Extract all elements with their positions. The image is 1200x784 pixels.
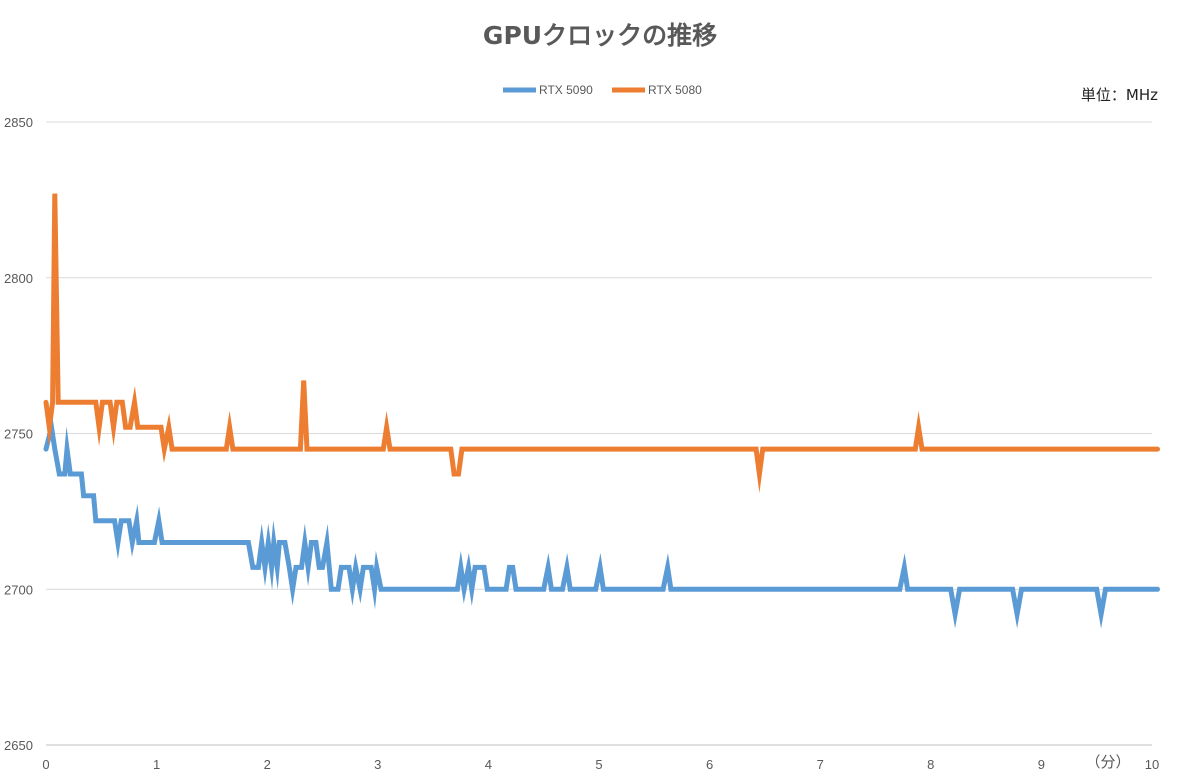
x-tick-label: 1 xyxy=(153,757,160,772)
chart-title: GPUクロックの推移 xyxy=(483,21,717,50)
series-lines xyxy=(43,193,1160,629)
x-tick-label: 9 xyxy=(1038,757,1045,772)
series-line-1 xyxy=(43,193,1160,494)
gridlines xyxy=(46,121,1152,746)
x-tick-label: 6 xyxy=(706,757,713,772)
legend-label-0: RTX 5090 xyxy=(539,83,593,97)
y-tick-label: 2700 xyxy=(4,582,33,597)
x-tick-label: 0 xyxy=(42,757,49,772)
unit-label: 単位：MHz xyxy=(1081,86,1158,104)
y-tick-label: 2750 xyxy=(4,427,33,442)
x-axis-unit-label: （分） xyxy=(1085,753,1130,771)
y-tick-label: 2850 xyxy=(4,115,33,130)
x-tick-label: 7 xyxy=(817,757,824,772)
legend: RTX 5090 RTX 5080 xyxy=(503,83,702,97)
x-tick-label: 2 xyxy=(264,757,271,772)
series-line-0 xyxy=(43,414,1160,629)
y-tick-label: 2650 xyxy=(4,738,33,753)
y-tick-label: 2800 xyxy=(4,271,33,286)
x-axis-ticks: 0 1 2 3 4 5 6 7 8 9 10 xyxy=(42,757,1159,772)
x-tick-label: 3 xyxy=(374,757,381,772)
x-tick-label: 4 xyxy=(485,757,492,772)
x-tick-label: 8 xyxy=(927,757,934,772)
legend-label-1: RTX 5080 xyxy=(648,83,702,97)
y-axis-ticks: 2650 2700 2750 2800 2850 xyxy=(4,115,33,753)
x-tick-label: 10 xyxy=(1145,757,1159,772)
x-tick-label: 5 xyxy=(595,757,602,772)
